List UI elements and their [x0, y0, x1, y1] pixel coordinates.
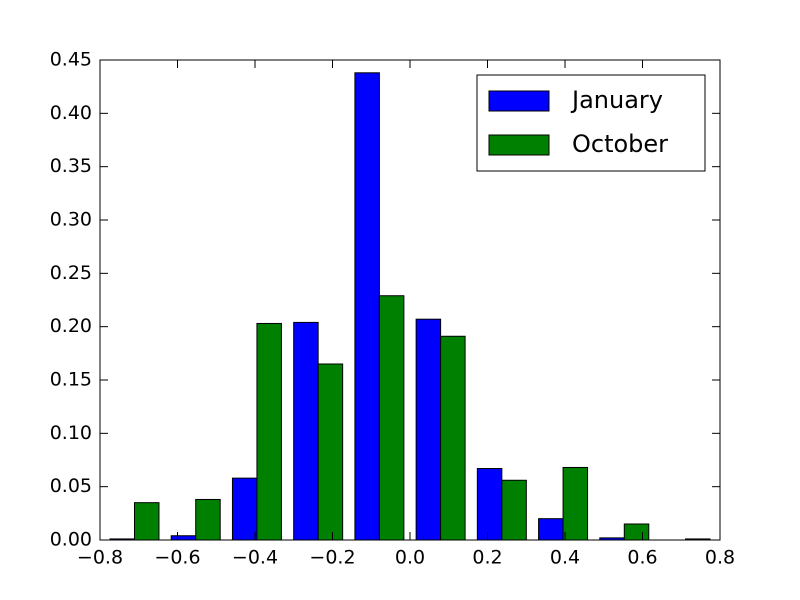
y-tick-label: 0.40: [50, 102, 92, 124]
bar: [170, 535, 197, 541]
legend-swatch: [488, 90, 550, 112]
bar: [354, 72, 380, 541]
bar: [231, 477, 258, 541]
x-tick-label: 0.6: [627, 547, 657, 569]
bar: [562, 466, 589, 541]
y-tick-label: 0.00: [50, 529, 92, 551]
y-tick-label: 0.10: [50, 422, 92, 444]
x-tick-label: 0.8: [705, 547, 735, 569]
bar: [476, 468, 503, 541]
plot-area: 0.00 0.05 0.10 0.15 0.20 0.25 0.30 0.35 0.40 0.45…: [50, 49, 735, 569]
bar: [501, 479, 527, 541]
bar: [317, 363, 344, 541]
x-tick-label: 0.4: [550, 547, 580, 569]
bar: [195, 498, 221, 541]
y-tick-label: 0.45: [50, 49, 92, 71]
legend-swatch: [488, 134, 550, 156]
bar: [440, 335, 466, 541]
y-tick-label: 0.30: [50, 209, 92, 231]
bar: [293, 321, 319, 541]
x-tick-label: −0.8: [77, 547, 123, 569]
legend: January October: [476, 74, 706, 172]
x-tick-label: −0.2: [309, 547, 355, 569]
y-tick-label: 0.35: [50, 155, 92, 177]
bar: [133, 502, 160, 541]
bar: [415, 318, 442, 541]
y-tick-label: 0.25: [50, 262, 92, 284]
bar: [256, 322, 282, 541]
x-tick-label: −0.4: [232, 547, 278, 569]
x-tick-label: 0.2: [472, 547, 502, 569]
x-tick-label: −0.6: [154, 547, 200, 569]
y-tick-label: 0.15: [50, 369, 92, 391]
x-tick-label: 0.0: [395, 547, 425, 569]
bar: [378, 295, 405, 541]
y-tick-label: 0.05: [50, 475, 92, 497]
y-tick-label: 0.20: [50, 315, 92, 337]
bar: [623, 523, 650, 541]
bar: [538, 518, 564, 541]
legend-label: October: [572, 130, 668, 158]
legend-label: January: [570, 86, 663, 114]
